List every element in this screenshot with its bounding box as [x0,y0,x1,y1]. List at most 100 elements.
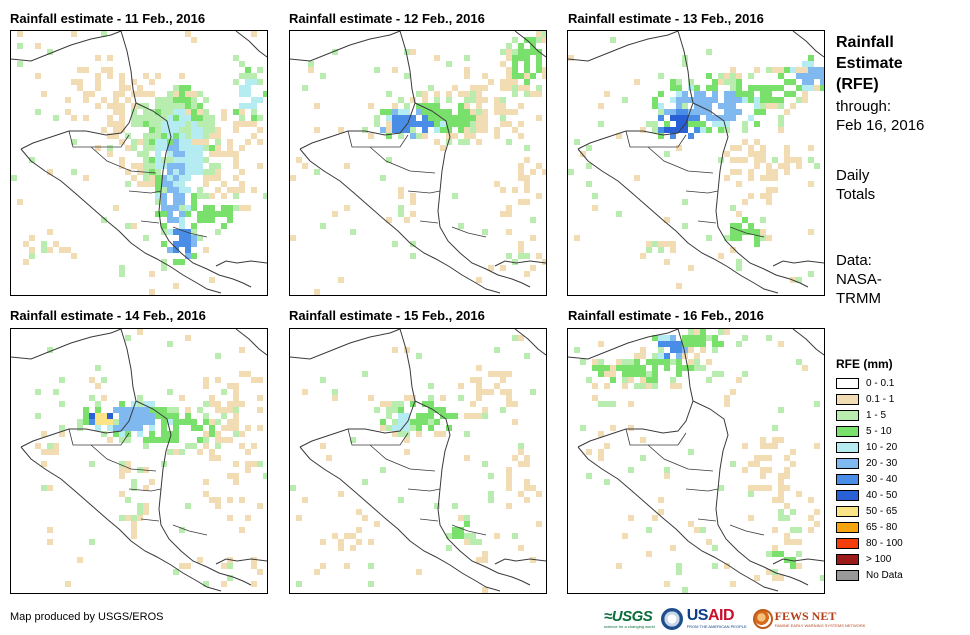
rainfall-cell [796,157,802,163]
rainfall-cell [233,157,239,163]
rainfall-cell [724,91,730,97]
legend-label: > 100 [866,553,892,565]
legend-label: 20 - 30 [866,457,898,469]
rainfall-cell [185,407,191,413]
rainfall-cell [155,211,161,217]
rainfall-cell [646,551,652,557]
rainfall-cell [392,241,398,247]
rainfall-cell [263,193,267,199]
legend-swatch [836,393,859,405]
rainfall-cell [706,127,712,133]
rainfall-cell [203,205,209,211]
rainfall-cell [646,359,652,365]
rainfall-cell [392,115,398,121]
rainfall-cell [640,371,646,377]
rainfall-cell [742,443,748,449]
rainfall-cell [778,407,784,413]
coastline [11,31,122,62]
rainfall-cell [422,121,428,127]
rainfall-cell [137,115,143,121]
rainfall-cell [29,157,35,163]
rainfall-cell [167,169,173,175]
rainfall-cell [796,163,802,169]
rainfall-cell [209,211,215,217]
rainfall-cell [530,49,536,55]
rainfall-cell [760,235,766,241]
rainfall-cell [113,431,119,437]
rainfall-cell [760,85,766,91]
rainfall-cell [149,169,155,175]
rainfall-cell [482,389,488,395]
rainfall-cell [338,545,344,551]
rainfall-cell [155,151,161,157]
rainfall-cell [173,175,179,181]
rainfall-cell [167,127,173,133]
rainfall-cell [622,359,628,365]
rainfall-cell [209,163,215,169]
legend-swatch [836,505,859,517]
rainfall-cell [658,353,664,359]
rainfall-cell [658,247,664,253]
rainfall-cell [658,127,664,133]
rainfall-cell [766,199,772,205]
rainfall-cell [464,109,470,115]
rainfall-cell [125,85,131,91]
rainfall-cell [610,425,616,431]
rainfall-cell [185,235,191,241]
rainfall-cell [227,575,233,581]
country-border [128,190,162,194]
rainfall-cell [730,91,736,97]
rainfall-cell [119,121,125,127]
rainfall-cell [392,347,398,353]
rainfall-cell [227,401,233,407]
rainfall-cell [227,187,233,193]
rainfall-cell [155,163,161,169]
rainfall-cell [628,365,634,371]
rainfall-cell [203,377,209,383]
coastline [577,446,779,592]
rainfall-cell [628,425,634,431]
rainfall-cell [17,199,23,205]
rainfall-cell [542,73,546,79]
rainfall-cell [119,413,125,419]
rainfall-cell [518,43,524,49]
rainfall-cell [410,241,416,247]
rainfall-cell [422,419,428,425]
rainfall-cell [290,175,296,181]
rainfall-cell [518,241,524,247]
rainfall-cell [173,205,179,211]
rainfall-cell [326,455,332,461]
rainfall-cell [197,235,203,241]
rainfall-cell [506,395,512,401]
rainfall-cell [191,419,197,425]
rainfall-cell [512,85,518,91]
rainfall-cell [221,413,227,419]
rainfall-cell [476,121,482,127]
rainfall-cell [131,139,137,145]
rainfall-cell [586,377,592,383]
rainfall-cell [530,91,536,97]
rainfall-cell [760,485,766,491]
rainfall-cell [302,85,308,91]
rainfall-cell [95,73,101,79]
rainfall-cell [616,563,622,569]
legend-label: 1 - 5 [866,409,887,421]
rainfall-map-16-feb [567,328,825,594]
rainfall-cell [47,49,53,55]
rainfall-cell [598,341,604,347]
rainfall-cell [167,211,173,217]
rainfall-cell [416,419,422,425]
rainfall-cell [227,419,233,425]
rainfall-cell [610,377,616,383]
rainfall-cell [191,253,197,259]
rainfall-cell [257,407,263,413]
rainfall-cell [736,109,742,115]
rainfall-cell [179,97,185,103]
rainfall-cell [185,503,191,509]
rainfall-cell [131,163,137,169]
rainfall-cell [700,347,706,353]
rainfall-cell [796,277,802,283]
rainfall-cell [754,241,760,247]
rainfall-cell [245,103,251,109]
rainfall-cell [131,407,137,413]
